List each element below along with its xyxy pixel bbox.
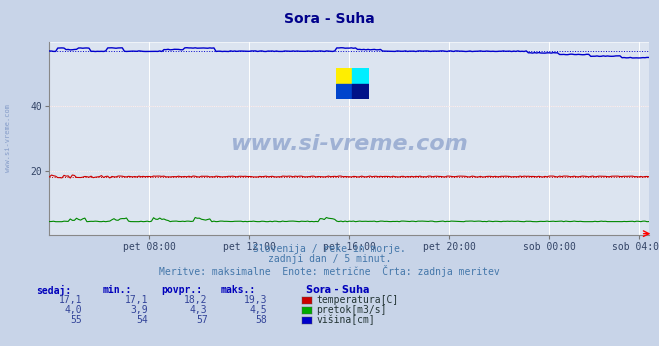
- Text: maks.:: maks.:: [221, 285, 256, 295]
- Text: www.si-vreme.com: www.si-vreme.com: [5, 104, 11, 172]
- Bar: [353, 84, 369, 99]
- Text: zadnji dan / 5 minut.: zadnji dan / 5 minut.: [268, 254, 391, 264]
- Text: Sora - Suha: Sora - Suha: [306, 285, 370, 295]
- Bar: [336, 84, 353, 99]
- Text: 57: 57: [196, 315, 208, 325]
- Text: pretok[m3/s]: pretok[m3/s]: [316, 305, 387, 315]
- Text: povpr.:: povpr.:: [161, 285, 202, 295]
- Text: Sora - Suha: Sora - Suha: [284, 12, 375, 26]
- Text: višina[cm]: višina[cm]: [316, 315, 375, 325]
- Text: www.si-vreme.com: www.si-vreme.com: [231, 134, 468, 154]
- Bar: [353, 68, 369, 84]
- Text: Slovenija / reke in morje.: Slovenija / reke in morje.: [253, 244, 406, 254]
- Text: temperatura[C]: temperatura[C]: [316, 295, 399, 305]
- Text: 3,9: 3,9: [130, 305, 148, 315]
- Text: 4,5: 4,5: [249, 305, 267, 315]
- Text: 4,3: 4,3: [190, 305, 208, 315]
- Text: min.:: min.:: [102, 285, 132, 295]
- Text: sedaj:: sedaj:: [36, 285, 71, 297]
- Text: 19,3: 19,3: [243, 295, 267, 305]
- Text: 17,1: 17,1: [125, 295, 148, 305]
- Text: 55: 55: [71, 315, 82, 325]
- Text: 58: 58: [255, 315, 267, 325]
- Text: 17,1: 17,1: [59, 295, 82, 305]
- Text: 18,2: 18,2: [184, 295, 208, 305]
- Text: Meritve: maksimalne  Enote: metrične  Črta: zadnja meritev: Meritve: maksimalne Enote: metrične Črta…: [159, 265, 500, 277]
- Bar: [336, 68, 353, 84]
- Text: 4,0: 4,0: [65, 305, 82, 315]
- Text: 54: 54: [136, 315, 148, 325]
